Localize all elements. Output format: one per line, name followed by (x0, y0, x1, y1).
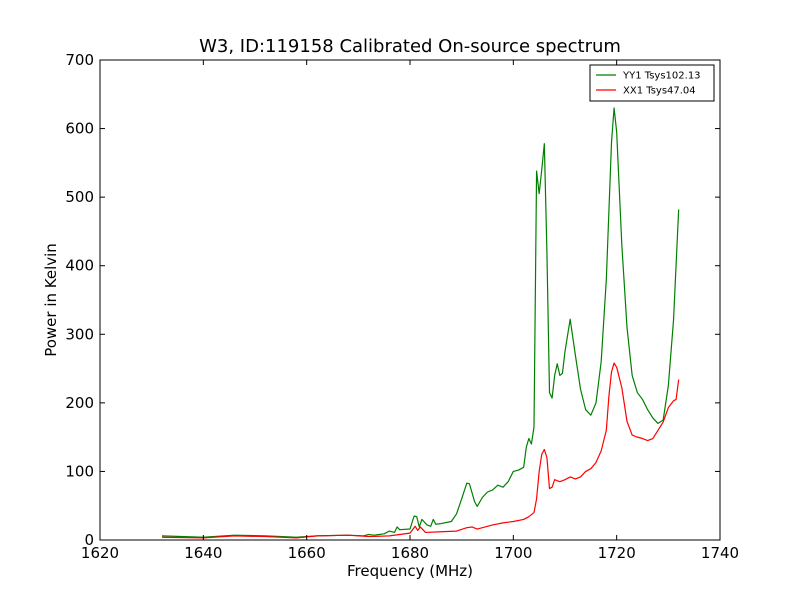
y-tick-label: 200 (65, 394, 94, 412)
plot-series-group (161, 107, 680, 539)
x-tick-label: 1660 (288, 544, 326, 562)
y-tick-label: 400 (65, 257, 94, 275)
x-tick-label: 1700 (494, 544, 532, 562)
legend-label-0: YY1 Tsys102.13 (622, 71, 701, 82)
series-line-1 (161, 362, 680, 539)
y-axis-title: Power in Kelvin (42, 243, 60, 357)
chart-title: W3, ID:119158 Calibrated On-source spect… (199, 36, 621, 57)
y-tick-label: 100 (65, 462, 94, 480)
legend-box (589, 64, 715, 102)
legend-label-1: XX1 Tsys47.04 (623, 86, 696, 97)
x-tick-label: 1620 (81, 544, 119, 562)
series-line-0 (161, 107, 680, 538)
y-tick-label: 0 (84, 531, 94, 549)
y-tick-label: 700 (65, 51, 94, 69)
y-tick-label: 500 (65, 188, 94, 206)
axis-ticks: 1620 1640 1660 1680 1700 1720 1740 0 100 200 300 40… (65, 51, 739, 562)
legend: YY1 Tsys102.13 XX1 Tsys47.04 (589, 64, 715, 102)
x-tick-label: 1740 (701, 544, 739, 562)
x-axis-title: Frequency (MHz) (347, 562, 473, 580)
y-tick-label: 600 (65, 120, 94, 138)
x-tick-label: 1680 (391, 544, 429, 562)
x-tick-label: 1640 (184, 544, 222, 562)
x-tick-label: 1720 (598, 544, 636, 562)
y-tick-label: 300 (65, 325, 94, 343)
